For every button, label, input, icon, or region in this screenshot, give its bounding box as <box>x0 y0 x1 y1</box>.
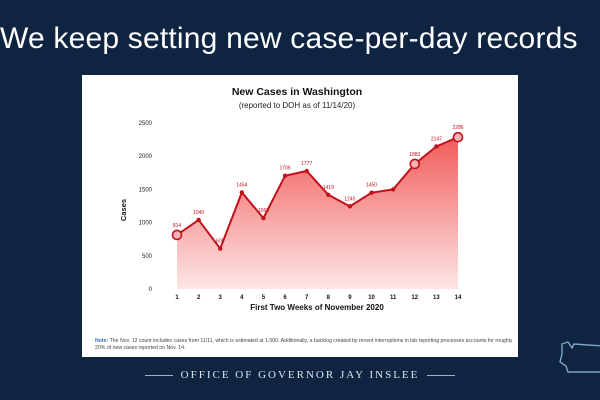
data-point <box>390 187 396 192</box>
data-point <box>261 215 266 221</box>
data-point <box>326 192 331 197</box>
data-label: 1068 <box>258 208 269 214</box>
data-label: 1040 <box>193 210 204 216</box>
data-label: 608 <box>216 239 225 245</box>
data-point <box>347 204 353 209</box>
data-label: 1706 <box>280 166 291 172</box>
data-label: 1454 <box>236 182 247 188</box>
footer-rule-left <box>144 374 173 376</box>
x-tick-label: 4 <box>240 295 244 301</box>
data-label: 1777 <box>301 161 312 167</box>
x-tick-label: 13 <box>433 295 440 301</box>
note-text: The Nov. 12 count includes cases from 11… <box>95 338 513 351</box>
y-tick-label: 1000 <box>139 221 153 227</box>
x-tick-label: 11 <box>390 295 397 301</box>
data-point <box>409 158 421 170</box>
y-tick-label: 2000 <box>139 154 153 160</box>
footer: Office of Governor Jay Inslee <box>0 369 600 381</box>
data-label: 1419 <box>323 185 334 191</box>
y-tick-label: 0 <box>149 287 153 293</box>
data-label: 814 <box>173 223 182 229</box>
data-label: 1450 <box>366 183 377 189</box>
x-tick-label: 6 <box>283 295 287 301</box>
y-tick-label: 1500 <box>139 187 153 193</box>
area-fill <box>177 137 458 289</box>
chart-card: New Cases in Washington (reported to DOH… <box>82 75 518 357</box>
x-tick-label: 12 <box>411 295 418 301</box>
y-axis-label: Cases <box>119 199 128 221</box>
note-label: Note: <box>95 338 109 344</box>
x-tick-label: 14 <box>455 295 462 301</box>
x-tick-label: 7 <box>305 295 309 301</box>
series-line <box>176 136 459 251</box>
x-axis-label: First Two Weeks of November 2020 <box>250 303 384 312</box>
chart-note: Note: The Nov. 12 count includes cases f… <box>95 338 515 351</box>
x-tick-label: 3 <box>219 295 223 301</box>
data-point <box>452 131 464 143</box>
chart-subtitle: (reported to DOH as of 11/14/20) <box>239 101 356 110</box>
chart-title: New Cases in Washington <box>232 86 362 98</box>
footer-text: Office of Governor Jay Inslee <box>180 369 420 381</box>
data-point <box>171 229 183 241</box>
data-point <box>196 217 201 223</box>
footer-rule-right <box>427 374 456 376</box>
x-tick-label: 2 <box>197 295 201 301</box>
x-tick-label: 10 <box>368 295 375 301</box>
chart: New Cases in Washington (reported to DOH… <box>119 86 464 312</box>
washington-state-map-icon <box>559 341 600 373</box>
data-point <box>239 190 245 195</box>
data-point <box>434 144 439 149</box>
data-label: 1883 <box>409 152 420 158</box>
data-label: 2147 <box>431 136 442 142</box>
x-tick-label: 9 <box>348 295 352 301</box>
x-tick-label: 5 <box>262 295 266 301</box>
data-label: 2286 <box>452 125 463 131</box>
data-point <box>218 246 223 251</box>
data-point <box>369 190 374 195</box>
x-tick-label: 8 <box>327 295 331 301</box>
data-point <box>282 173 288 178</box>
x-tick-label: 1 <box>175 295 179 301</box>
y-tick-label: 500 <box>142 254 153 260</box>
data-label: 1245 <box>344 196 355 202</box>
slide-title: We keep setting new case-per-day records <box>0 22 578 55</box>
data-point <box>304 168 309 174</box>
y-tick-label: 2500 <box>139 121 153 127</box>
